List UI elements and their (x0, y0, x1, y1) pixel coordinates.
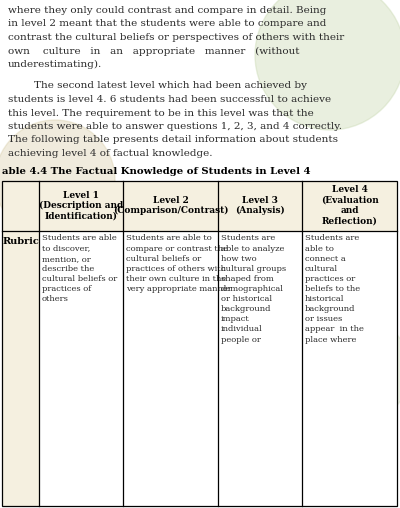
Text: underestimating).: underestimating). (8, 60, 102, 69)
Text: students is level 4. 6 students had been successful to achieve: students is level 4. 6 students had been… (8, 95, 331, 104)
Text: Level 2
(Comparison/Contrast): Level 2 (Comparison/Contrast) (113, 196, 228, 215)
Text: The second latest level which had been achieved by: The second latest level which had been a… (8, 81, 307, 90)
Bar (2, 180, 397, 231)
Text: Students are
able to
connect a
cultural
practices or
beliefs to the
historical
b: Students are able to connect a cultural … (305, 235, 364, 343)
Text: Students are able
to discover,
mention, or
describe the
cultural beliefs or
prac: Students are able to discover, mention, … (42, 235, 117, 303)
Text: contrast the cultural beliefs or perspectives of others with their: contrast the cultural beliefs or perspec… (8, 33, 344, 42)
Circle shape (255, 0, 400, 130)
Circle shape (0, 120, 115, 240)
Bar (2, 231, 397, 506)
Text: this level. The requirement to be in this level was that the: this level. The requirement to be in thi… (8, 109, 314, 117)
Text: Students are
able to analyze
how two
cultural groups
shaped from
demographical
o: Students are able to analyze how two cul… (221, 235, 286, 343)
Bar (2, 231, 39, 506)
Text: where they only could contrast and compare in detail. Being: where they only could contrast and compa… (8, 6, 326, 15)
Text: Level 4
(Evaluation
and
Reflection): Level 4 (Evaluation and Reflection) (321, 185, 378, 226)
Text: Rubric: Rubric (2, 237, 39, 245)
Text: achieving level 4 of factual knowledge.: achieving level 4 of factual knowledge. (8, 149, 212, 158)
Text: able 4.4 The Factual Knowledge of Students in Level 4: able 4.4 The Factual Knowledge of Studen… (2, 168, 310, 176)
Text: Students are able to
compare or contrast the
cultural beliefs or
practices of ot: Students are able to compare or contrast… (126, 235, 232, 293)
Text: in level 2 meant that the students were able to compare and: in level 2 meant that the students were … (8, 19, 326, 28)
Text: Level 1
(Description and
Identification): Level 1 (Description and Identification) (39, 190, 123, 220)
Text: Level 3
(Analysis): Level 3 (Analysis) (235, 196, 285, 215)
Text: own    culture   in   an   appropriate   manner   (without: own culture in an appropriate manner (wi… (8, 47, 300, 55)
Text: students were able to answer questions 1, 2, 3, and 4 correctly.: students were able to answer questions 1… (8, 122, 342, 131)
Bar (2, 180, 397, 506)
Circle shape (300, 315, 400, 425)
Text: The following table presents detail information about students: The following table presents detail info… (8, 136, 338, 144)
